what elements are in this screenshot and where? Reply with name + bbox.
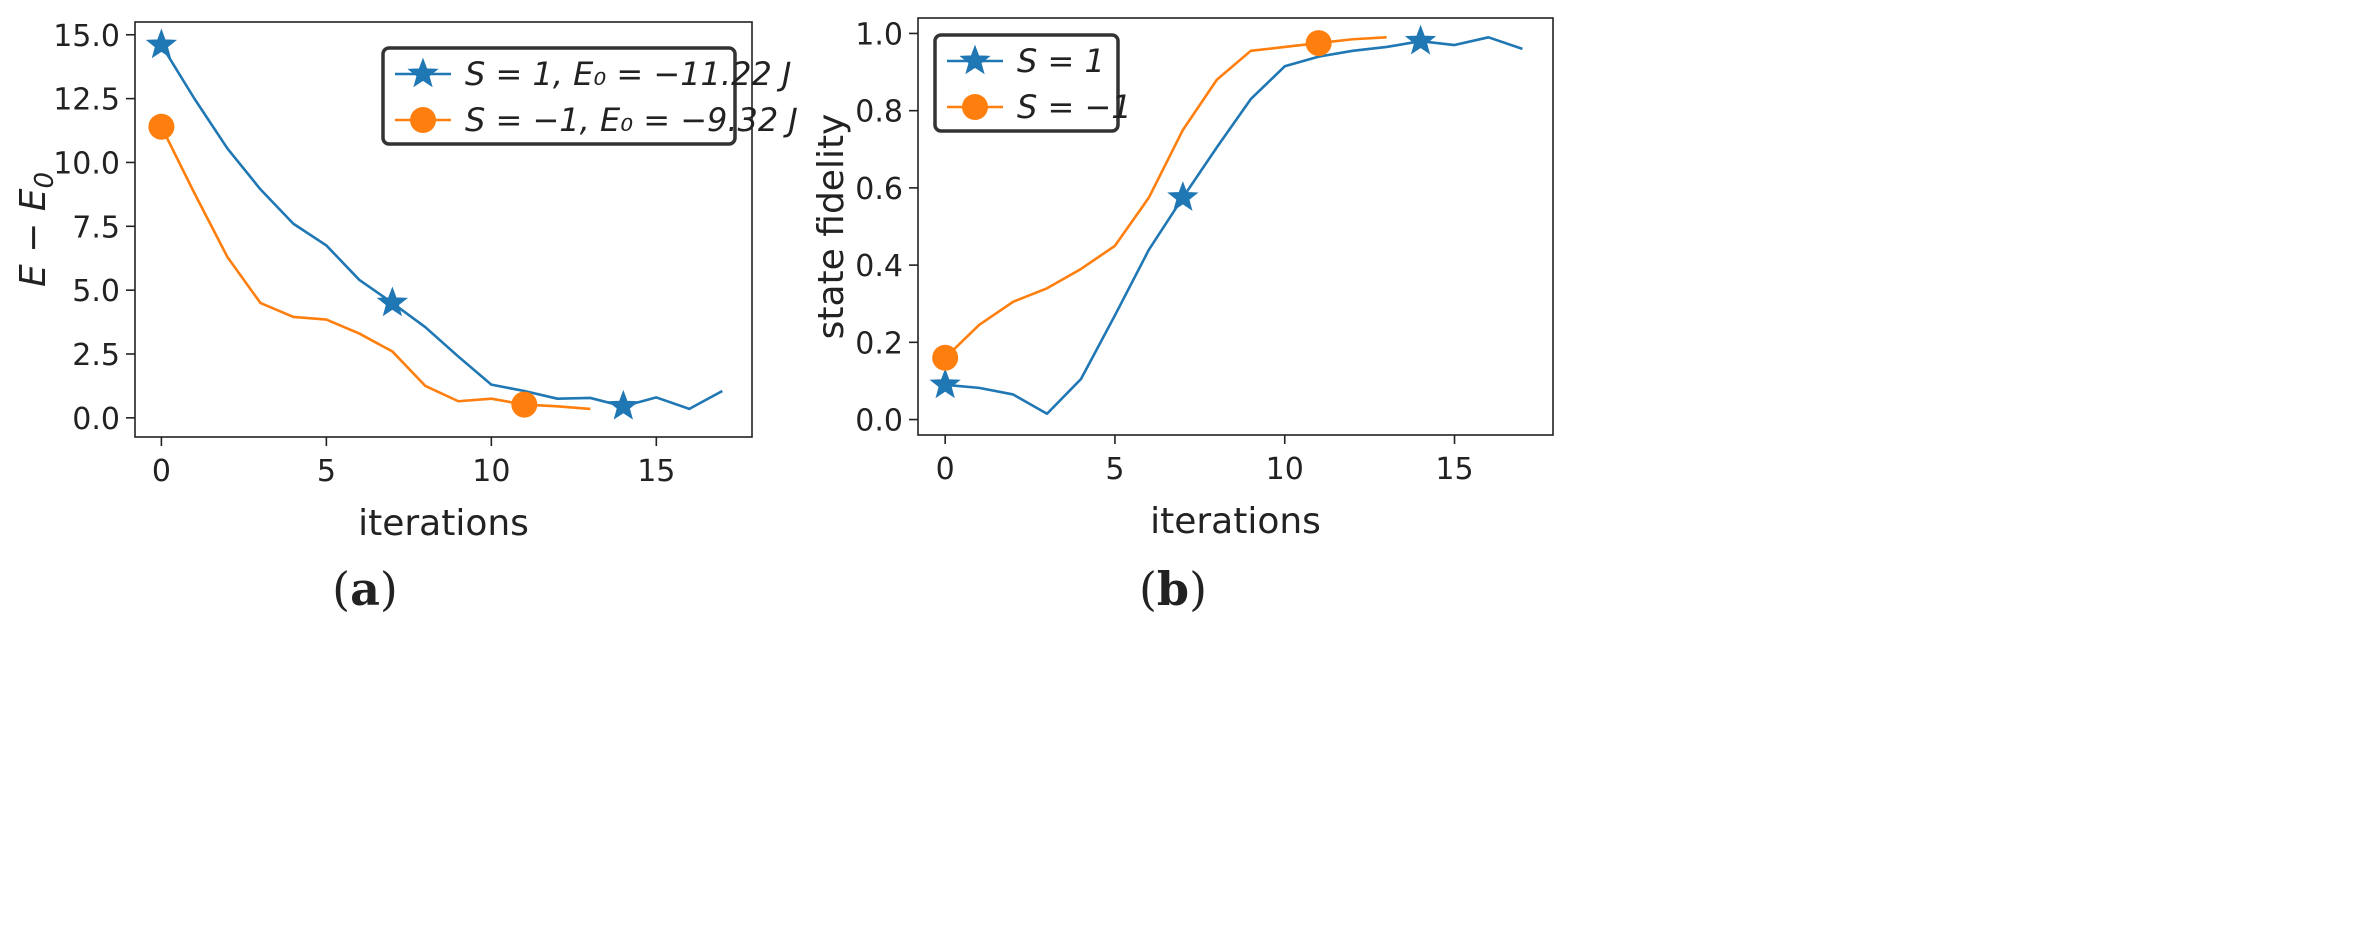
- chart-panel-b: 0 5 10 15 0.0 0.2 0.4 0.6 0.8 1.0 iterations state …: [811, 17, 1554, 616]
- y-tick-label: 5.0: [72, 274, 120, 309]
- series-marker: [929, 368, 961, 399]
- x-tick-label: 0: [152, 454, 171, 489]
- series-marker: [511, 391, 538, 418]
- y-tick-label: 7.5: [72, 210, 120, 245]
- legend-marker: [410, 107, 436, 133]
- x-axis-label: iterations: [1150, 501, 1321, 542]
- y-tick-label: 12.5: [53, 83, 120, 118]
- legend-entry-label: S = −1: [1017, 88, 1132, 126]
- series-marker: [1305, 30, 1332, 57]
- legend-entry-label: S = 1: [1017, 42, 1105, 80]
- legend-marker: [959, 44, 991, 75]
- y-tick-label: 15.0: [53, 19, 120, 54]
- x-tick-label: 5: [317, 454, 336, 489]
- plot-area-frame: [134, 21, 753, 438]
- y-tick-label: 1.0: [855, 17, 903, 52]
- series-line-1: [160, 126, 591, 411]
- panel-label: (a): [332, 562, 398, 616]
- y-tick-label: 0.2: [855, 326, 903, 361]
- x-tick-label: 10: [472, 454, 510, 489]
- series-marker: [1404, 24, 1437, 55]
- x-tick-label: 5: [1105, 452, 1124, 487]
- y-tick-label: 0.0: [855, 404, 903, 439]
- y-axis-label: E − E0: [13, 172, 60, 287]
- x-tick-label: 15: [637, 454, 675, 489]
- series-marker: [932, 344, 959, 371]
- legend-marker: [962, 94, 988, 120]
- series-marker: [145, 28, 178, 59]
- series-marker: [1167, 181, 1199, 211]
- y-tick-label: 10.0: [53, 146, 120, 181]
- x-tick-label: 15: [1435, 452, 1473, 487]
- legend-entry-label: S = −1, E₀ = −9.32 J: [465, 101, 798, 139]
- legend-box: [381, 46, 737, 146]
- y-tick-label: 0.6: [855, 172, 903, 207]
- x-tick-label: 0: [936, 452, 955, 487]
- x-axis-label: iterations: [358, 503, 529, 544]
- legend-entry-label: S = 1, E₀ = −11.22 J: [465, 55, 791, 93]
- y-tick-label: 2.5: [72, 338, 120, 373]
- y-tick-label: 0.4: [855, 249, 903, 284]
- legend-marker: [407, 57, 439, 88]
- y-tick-label: 0.0: [72, 402, 120, 437]
- series-marker: [607, 389, 639, 420]
- series-marker: [376, 286, 408, 317]
- series-marker: [148, 113, 175, 140]
- y-axis-label: state fidelity: [811, 114, 852, 340]
- plot-area-frame: [917, 17, 1554, 436]
- panel-label: (b): [1139, 562, 1207, 616]
- chart-panel-a: 0 5 10 15 0.0 2.5 5.0 7.5 10.0 12.5 15.0 iterations…: [13, 19, 798, 616]
- y-tick-label: 0.8: [855, 95, 903, 130]
- x-tick-label: 10: [1266, 452, 1304, 487]
